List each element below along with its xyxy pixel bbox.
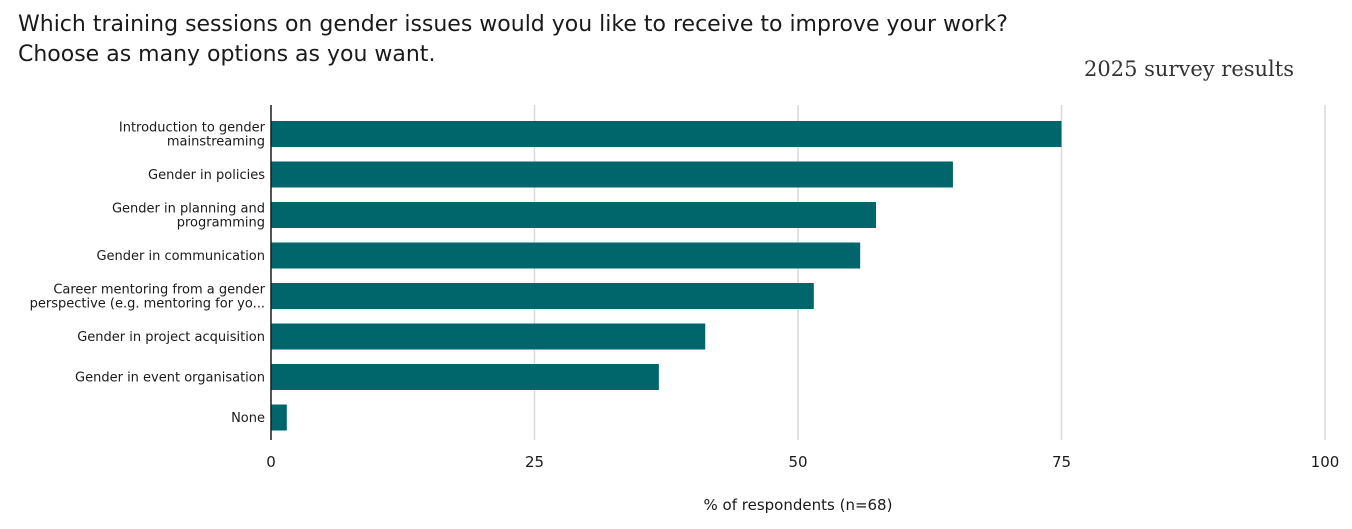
category-label-line: Gender in communication [96, 249, 265, 264]
category-label: Gender in communication [96, 249, 265, 264]
x-axis-title: % of respondents (n=68) [704, 496, 893, 514]
chart-title: Which training sessions on gender issues… [18, 10, 1008, 70]
category-label-line: Gender in planning and [112, 202, 265, 217]
bar[interactable] [271, 323, 706, 350]
category-label-line: Gender in project acquisition [77, 330, 265, 345]
bar[interactable] [271, 121, 1062, 147]
bar[interactable] [271, 161, 953, 188]
bar[interactable] [271, 364, 659, 390]
bars [271, 121, 1062, 431]
category-label-line: None [231, 411, 265, 426]
x-tick-label: 50 [788, 453, 807, 471]
category-label-line: Career mentoring from a gender [53, 283, 265, 298]
category-label: Career mentoring from a gender perspectiv… [30, 283, 266, 312]
category-label: Gender in project acquisition [77, 330, 265, 345]
category-label-line: Gender in event organisation [75, 371, 265, 386]
bar[interactable] [271, 242, 861, 269]
category-label-line: perspective (e.g. mentoring for yo... [30, 297, 265, 312]
tick-labels: 0 25 50 75 100 [266, 453, 1339, 471]
x-tick-label: 75 [1052, 453, 1071, 471]
category-label: Introduction to gender mainstreaming [119, 121, 266, 150]
category-label-line: programming [177, 216, 265, 231]
category-label-line: Gender in policies [148, 168, 265, 183]
chart-title-line-2: Choose as many options as you want. [18, 42, 436, 67]
category-labels: Introduction to gender mainstreaming Gende… [30, 121, 266, 427]
x-tick-label: 100 [1311, 453, 1340, 471]
bar[interactable] [271, 404, 287, 431]
x-tick-label: 0 [266, 453, 276, 471]
category-label: None [231, 411, 265, 426]
category-label-line: Introduction to gender [119, 121, 266, 136]
category-label: Gender in policies [148, 168, 265, 183]
chart-title-line-1: Which training sessions on gender issues… [18, 12, 1008, 37]
chart-subtitle: 2025 survey results [1084, 57, 1294, 81]
bar[interactable] [271, 283, 814, 309]
category-label-line: mainstreaming [167, 135, 265, 150]
bar[interactable] [271, 202, 876, 228]
category-label: Gender in event organisation [75, 371, 265, 386]
x-tick-label: 25 [525, 453, 544, 471]
category-label: Gender in planning and programming [112, 202, 265, 231]
